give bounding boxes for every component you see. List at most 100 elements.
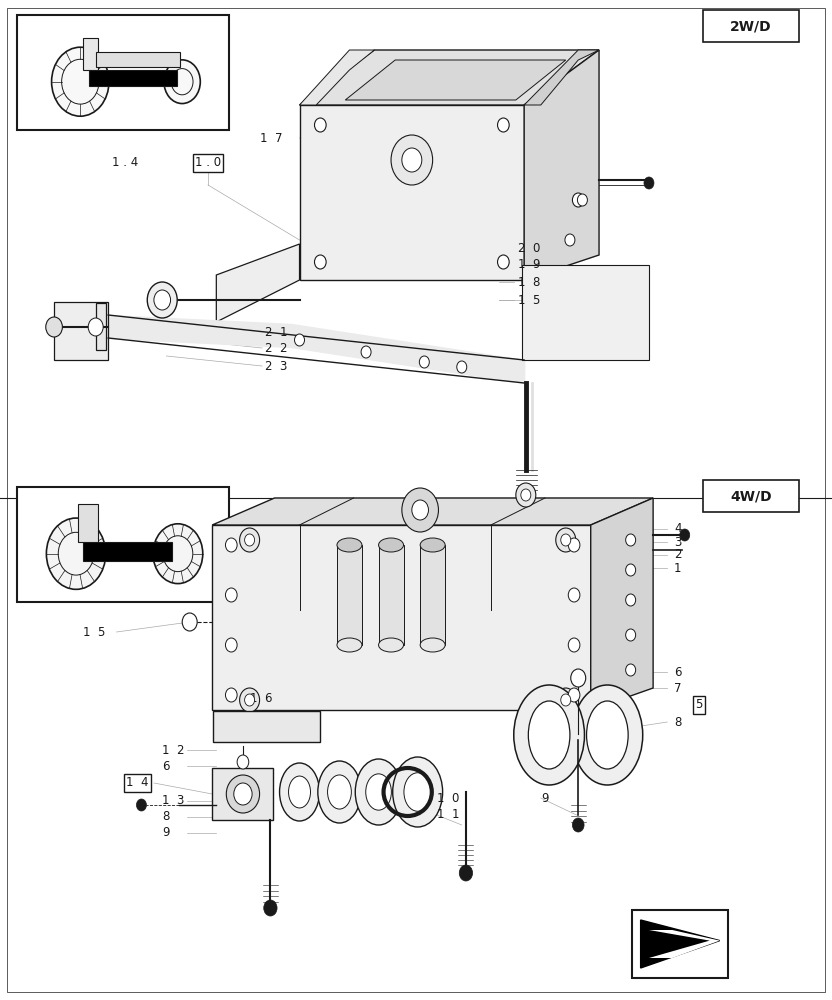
Circle shape (571, 669, 586, 687)
Circle shape (164, 60, 201, 104)
Bar (703, 480, 799, 512)
Text: 7: 7 (674, 682, 681, 694)
Ellipse shape (420, 638, 445, 652)
Text: 1  6: 1 6 (250, 692, 272, 704)
Text: 1  2: 1 2 (162, 744, 185, 756)
Circle shape (556, 688, 576, 712)
Circle shape (572, 193, 584, 207)
Ellipse shape (226, 775, 260, 813)
Text: 1  3: 1 3 (162, 794, 185, 808)
Circle shape (237, 755, 249, 769)
Polygon shape (524, 50, 599, 280)
Ellipse shape (514, 685, 584, 785)
Text: 1: 1 (674, 562, 681, 574)
Circle shape (626, 534, 636, 546)
Text: 8: 8 (674, 716, 681, 728)
Circle shape (626, 594, 636, 606)
Text: 9: 9 (162, 826, 170, 840)
Circle shape (47, 518, 106, 589)
Bar (337, 545, 362, 645)
Polygon shape (591, 498, 653, 710)
Circle shape (498, 255, 509, 269)
Circle shape (626, 564, 636, 576)
Polygon shape (522, 265, 649, 360)
Text: 1 . 0: 1 . 0 (195, 156, 221, 169)
Text: 2  3: 2 3 (265, 360, 287, 372)
Text: 1 . 4: 1 . 4 (112, 156, 139, 169)
Circle shape (568, 588, 580, 602)
Polygon shape (212, 525, 591, 710)
Ellipse shape (280, 763, 319, 821)
Circle shape (419, 356, 429, 368)
Polygon shape (83, 38, 97, 70)
Bar (632, 910, 728, 978)
Bar (17, 15, 229, 130)
Circle shape (626, 629, 636, 641)
Circle shape (147, 282, 177, 318)
Polygon shape (641, 920, 720, 968)
Circle shape (680, 529, 690, 541)
Circle shape (154, 290, 171, 310)
Polygon shape (54, 302, 108, 360)
Ellipse shape (337, 538, 362, 552)
Text: 1  5: 1 5 (83, 626, 106, 639)
Ellipse shape (528, 701, 570, 769)
Ellipse shape (404, 773, 431, 811)
Polygon shape (212, 768, 273, 820)
Text: 2  0: 2 0 (518, 241, 540, 254)
Circle shape (46, 317, 62, 337)
Polygon shape (300, 50, 374, 105)
Text: 3: 3 (674, 536, 681, 548)
Circle shape (264, 900, 277, 916)
Text: 1  1: 1 1 (437, 808, 459, 822)
Circle shape (402, 148, 422, 172)
Ellipse shape (318, 761, 361, 823)
Text: 1  4: 1 4 (126, 776, 149, 790)
Circle shape (402, 488, 438, 532)
Circle shape (521, 489, 531, 501)
Circle shape (295, 334, 305, 346)
Circle shape (459, 865, 473, 881)
Text: 5: 5 (696, 698, 702, 712)
Text: 1  7: 1 7 (260, 131, 283, 144)
Circle shape (225, 688, 237, 702)
Polygon shape (83, 542, 171, 561)
Polygon shape (216, 244, 300, 322)
Polygon shape (300, 105, 524, 280)
Circle shape (577, 194, 587, 206)
Polygon shape (649, 930, 720, 958)
Ellipse shape (587, 701, 628, 769)
Circle shape (225, 588, 237, 602)
Circle shape (572, 818, 584, 832)
Circle shape (136, 799, 146, 811)
Ellipse shape (366, 774, 391, 810)
Ellipse shape (379, 638, 404, 652)
Circle shape (561, 694, 571, 706)
Text: 1  8: 1 8 (518, 275, 540, 288)
Polygon shape (96, 303, 106, 350)
Circle shape (412, 500, 428, 520)
Ellipse shape (289, 776, 310, 808)
Text: 4: 4 (674, 522, 681, 536)
Circle shape (153, 524, 203, 584)
Bar (703, 10, 799, 42)
Text: 2  1: 2 1 (265, 326, 287, 338)
Bar (17, 487, 229, 602)
Circle shape (556, 528, 576, 552)
Circle shape (626, 664, 636, 676)
Polygon shape (213, 711, 320, 742)
Circle shape (182, 613, 197, 631)
Text: 1  5: 1 5 (518, 294, 540, 306)
Circle shape (314, 255, 326, 269)
Ellipse shape (572, 685, 642, 785)
Circle shape (361, 346, 371, 358)
Bar (379, 545, 404, 645)
Text: 2W/D: 2W/D (730, 19, 772, 33)
Polygon shape (96, 52, 181, 67)
Polygon shape (77, 504, 98, 542)
Text: 6: 6 (674, 666, 681, 678)
Bar (420, 545, 445, 645)
Polygon shape (212, 498, 653, 525)
Ellipse shape (234, 783, 252, 805)
Text: 6: 6 (162, 760, 170, 772)
